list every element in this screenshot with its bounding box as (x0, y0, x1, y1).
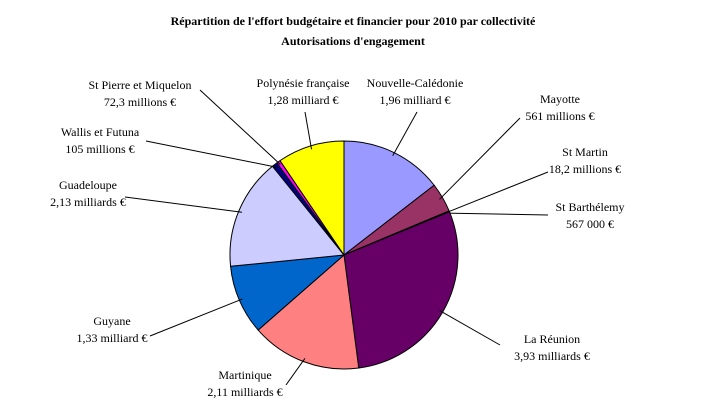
slice-label: Nouvelle-Calédonie (367, 76, 464, 90)
slice-value-label: 72,3 millions € (104, 95, 176, 109)
leader-line (199, 89, 281, 165)
slice-value-label: 1,96 milliard € (380, 93, 451, 107)
leader-line (445, 171, 549, 214)
slice-label: La Réunion (524, 332, 580, 346)
slice-label: Martinique (218, 368, 271, 382)
leader-line (439, 117, 521, 200)
slice-value-label: 2,11 milliards € (207, 385, 282, 399)
slice-label: Mayotte (540, 92, 580, 106)
chart-subtitle: Autorisations d'engagement (281, 34, 425, 48)
slice-label: St Pierre et Miquelon (89, 78, 192, 92)
slice-value-label: 1,33 milliard € (77, 331, 148, 345)
pie-slice (257, 254, 360, 370)
slice-label: Polynésie française (257, 76, 350, 90)
slice-label: Guadeloupe (59, 178, 117, 192)
slice-label: St Barthélemy (556, 200, 625, 214)
slice-value-label: 561 millions € (525, 109, 594, 123)
slice-label: Wallis et Futuna (61, 125, 140, 139)
leader-line (149, 298, 243, 337)
leader-line (124, 196, 243, 213)
slice-value-label: 3,93 milliards € (514, 349, 590, 363)
slice-value-label: 2,13 milliards € (50, 195, 126, 209)
leader-line (285, 358, 306, 386)
slice-value-label: 105 millions € (65, 142, 134, 156)
slice-value-label: 567 000 € (566, 217, 614, 231)
slice-label: Guyane (93, 314, 130, 328)
leader-line (392, 111, 418, 156)
leader-line (446, 212, 549, 216)
leader-line (145, 140, 277, 168)
slice-label: St Martin (562, 145, 608, 159)
leader-line (439, 310, 501, 346)
slice-value-label: 1,28 milliard € (268, 93, 339, 107)
chart-title: Répartition de l'effort budgétaire et fi… (171, 14, 536, 28)
slice-value-label: 18,2 millions € (549, 162, 621, 176)
leader-line (304, 111, 313, 150)
pie-slice (229, 165, 345, 267)
